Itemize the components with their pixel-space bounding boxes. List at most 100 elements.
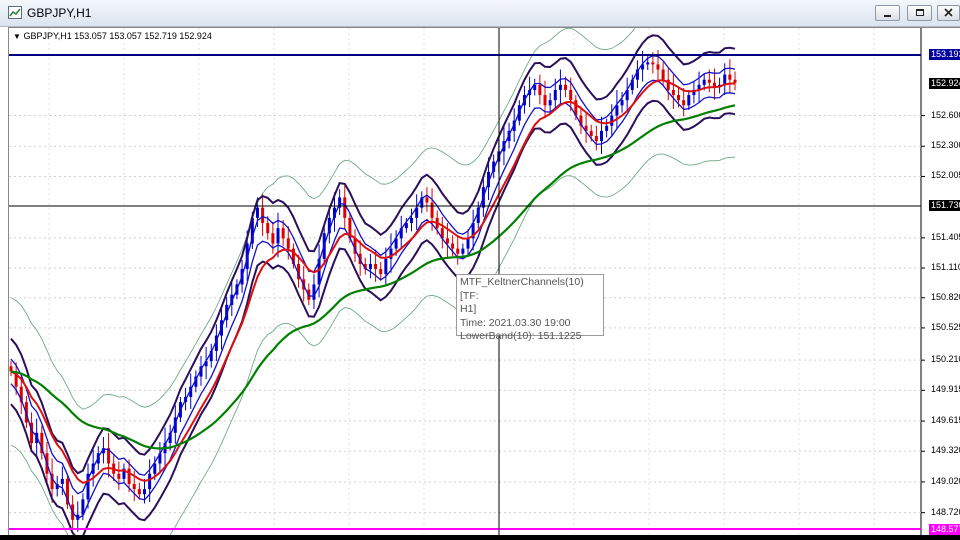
candle-body [702, 79, 706, 85]
chart-icon [8, 6, 22, 19]
candle-body [635, 69, 639, 80]
candle-body [261, 207, 265, 224]
candle-body [476, 207, 480, 224]
candle-body [65, 478, 69, 505]
candle-body [168, 432, 172, 444]
candle-body [30, 422, 34, 444]
candle-body [189, 386, 193, 397]
candle-body [492, 161, 496, 172]
candle-body [682, 100, 686, 106]
candle-body [76, 514, 80, 520]
candle-body [594, 136, 598, 142]
candle-body [338, 197, 342, 208]
price-tick-label: 150.525 [931, 321, 960, 332]
candle-body [610, 115, 614, 126]
candle-body [404, 223, 408, 229]
candle-body [368, 263, 372, 270]
candle-body [281, 228, 285, 239]
hline-bottom-price-tag: 148.577 [929, 524, 960, 535]
candle-body [389, 248, 393, 259]
candle-body [158, 453, 162, 464]
candle-body [471, 223, 475, 239]
price-tick-label: 150.210 [931, 354, 960, 365]
candle-body [440, 228, 444, 239]
candle-body [723, 74, 727, 85]
chart-canvas[interactable] [9, 28, 960, 536]
candle-body [276, 228, 280, 244]
candle-body [420, 197, 424, 208]
close-button[interactable] [937, 5, 960, 21]
ema-line [10, 79, 736, 485]
candle-body [543, 95, 547, 106]
candle-body [461, 248, 465, 254]
candle-body [615, 105, 619, 116]
tooltip-time: Time: 2021.03.30 19:00 [460, 316, 571, 329]
candle-body [14, 371, 18, 387]
candle-body [641, 64, 645, 70]
candle-body [456, 248, 460, 254]
tooltip-timeframe: H1] [460, 303, 477, 315]
candle-body [671, 89, 675, 96]
candle-body [599, 130, 603, 142]
candle-body [445, 238, 449, 244]
candle-body [661, 69, 665, 80]
candle-body [9, 366, 13, 372]
candle-body [553, 89, 557, 101]
tooltip-value: LowerBand(10): 151.1225 [460, 330, 582, 342]
candle-body [415, 207, 419, 218]
indicator-tooltip: MTF_KeltnerChannels(10)[TF: H1] Time: 20… [456, 274, 604, 342]
price-chart[interactable]: ▼ GBPJPY,H1 153.057 153.057 152.719 152.… [8, 27, 960, 536]
candle-body [656, 64, 660, 70]
chart-window-titlebar[interactable]: GBPJPY,H1 [0, 0, 960, 27]
candle-body [127, 468, 131, 484]
candle-body [40, 432, 44, 454]
symbol-quote-text: GBPJPY,H1 153.057 153.057 152.719 152.92… [23, 31, 212, 41]
candle-body [204, 361, 208, 367]
candle-body [348, 217, 352, 239]
candle-body [317, 258, 321, 285]
candle-body [143, 489, 147, 495]
hline-top-price-tag: 153.193 [929, 49, 960, 60]
candle-body [101, 448, 105, 454]
candle-body [677, 95, 681, 101]
price-tick-label: 152.005 [931, 170, 960, 181]
candle-body [687, 95, 691, 106]
bollinger-upper-line [10, 28, 636, 410]
candle-body [117, 473, 121, 479]
candle-body [153, 463, 157, 474]
price-tick-label: 152.600 [931, 109, 960, 120]
bottom-edge [0, 535, 960, 540]
candle-body [625, 89, 629, 101]
candle-body [291, 248, 295, 264]
candle-body [312, 284, 316, 300]
candle-body [55, 483, 59, 490]
candle-body [297, 263, 301, 280]
candle-body [697, 84, 701, 90]
candle-body [363, 263, 367, 270]
candle-body [425, 197, 429, 203]
candle-body [148, 473, 152, 490]
candle-body [538, 84, 542, 96]
candle-body [173, 417, 177, 433]
price-tick-label: 149.615 [931, 415, 960, 426]
candle-body [286, 238, 290, 249]
minimize-button[interactable] [875, 5, 900, 21]
candle-body [122, 468, 126, 479]
candle-body [250, 217, 254, 244]
chevron-down-icon[interactable]: ▼ [13, 32, 21, 41]
candle-body [728, 74, 732, 80]
price-tick-label: 151.110 [931, 262, 960, 273]
candle-body [666, 79, 670, 90]
candle-body [343, 197, 347, 218]
candle-body [620, 100, 624, 106]
candle-body [194, 376, 198, 387]
restore-button[interactable] [907, 5, 932, 21]
price-tick-label: 150.820 [931, 291, 960, 302]
window-title: GBPJPY,H1 [27, 6, 92, 20]
candle-body [451, 243, 455, 249]
candle-body [466, 238, 470, 249]
keltner-mid-lower-line [10, 79, 736, 520]
candle-body [271, 233, 275, 244]
candle-body [410, 217, 414, 224]
candle-body [399, 228, 403, 239]
